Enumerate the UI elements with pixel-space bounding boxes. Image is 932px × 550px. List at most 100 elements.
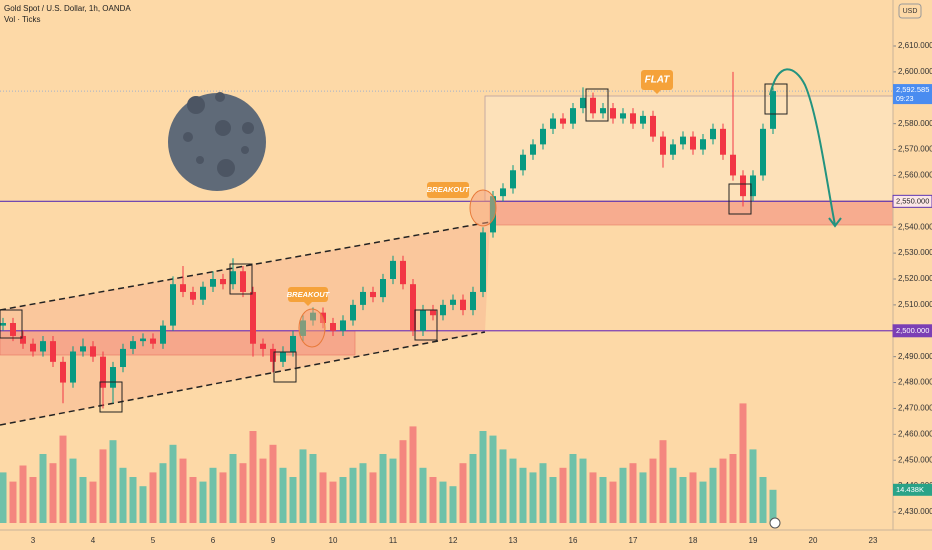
candle-body bbox=[570, 108, 576, 124]
volume-bar bbox=[89, 481, 97, 523]
volume-bar bbox=[739, 403, 747, 523]
volume-bar bbox=[229, 454, 237, 523]
y-tick-label: 2,450.000 bbox=[898, 455, 932, 464]
channel-fill bbox=[0, 222, 490, 425]
candle-body bbox=[580, 97, 586, 109]
last-price-tag bbox=[893, 84, 932, 105]
candle-body bbox=[610, 108, 616, 119]
volume-bar bbox=[649, 458, 657, 523]
candle-body bbox=[680, 136, 686, 145]
volume-bar bbox=[329, 481, 337, 523]
candle-body bbox=[690, 136, 696, 150]
candle-body bbox=[700, 139, 706, 150]
candle-body bbox=[160, 325, 166, 344]
volume-bar bbox=[339, 477, 347, 523]
symbol-title: Gold Spot / U.S. Dollar, 1h, OANDA bbox=[4, 4, 131, 13]
volume-bar bbox=[619, 467, 627, 523]
volume-bar bbox=[119, 467, 127, 523]
y-tick-label: 2,600.000 bbox=[898, 67, 932, 76]
volume-bar bbox=[729, 454, 737, 523]
candle-body bbox=[50, 341, 56, 362]
level-tag-label: 2,500.000 bbox=[896, 326, 929, 335]
last-price-label: 2,592.585 bbox=[896, 85, 929, 94]
volume-bar bbox=[309, 454, 317, 523]
volume-bar bbox=[289, 477, 297, 523]
y-tick-label: 2,540.000 bbox=[898, 222, 932, 231]
y-tick-label: 2,520.000 bbox=[898, 274, 932, 283]
x-tick-label: 16 bbox=[569, 536, 578, 545]
candle-body bbox=[90, 346, 96, 357]
candle-body bbox=[530, 144, 536, 155]
channel-upper bbox=[0, 221, 491, 311]
level-tag bbox=[892, 194, 932, 208]
candle-body bbox=[120, 348, 126, 368]
volume-bar bbox=[129, 477, 137, 523]
replay-icon[interactable] bbox=[769, 517, 781, 529]
candle-body bbox=[550, 118, 556, 129]
x-tick-label: 17 bbox=[629, 536, 638, 545]
x-tick-label: 23 bbox=[869, 536, 878, 545]
volume-bar bbox=[159, 463, 167, 523]
volume-bar bbox=[139, 486, 147, 523]
volume-bar bbox=[189, 477, 197, 523]
x-tick-label: 6 bbox=[211, 536, 216, 545]
volume-bar bbox=[469, 454, 477, 523]
y-tick-label: 2,430.000 bbox=[898, 507, 932, 516]
candle-body bbox=[770, 91, 776, 129]
volume-bar bbox=[439, 481, 447, 523]
breakout-label: BREAKOUT bbox=[287, 290, 331, 299]
candle-body bbox=[270, 348, 276, 362]
currency-button[interactable] bbox=[898, 3, 922, 19]
volume-bar bbox=[419, 467, 427, 523]
volume-bar bbox=[29, 477, 37, 523]
volume-bar bbox=[199, 481, 207, 523]
candle-body bbox=[540, 128, 546, 145]
candle-body bbox=[290, 335, 296, 352]
markers bbox=[0, 83, 788, 413]
volume-bar bbox=[409, 426, 417, 523]
plot bbox=[0, 71, 893, 523]
candle-body bbox=[590, 97, 596, 114]
candle-body bbox=[500, 188, 506, 197]
candle-body bbox=[760, 128, 766, 176]
candle-body bbox=[480, 232, 486, 292]
volume-bar bbox=[259, 458, 267, 523]
y-tick-label: 2,530.000 bbox=[898, 248, 932, 257]
level-tag-label: 2,550.000 bbox=[896, 196, 929, 205]
volume-bar bbox=[509, 458, 517, 523]
currency[interactable]: USD bbox=[903, 8, 918, 15]
candle-body bbox=[180, 284, 186, 292]
volume-bar bbox=[79, 477, 87, 523]
candle-body bbox=[710, 128, 716, 140]
y-tick-label: 2,560.000 bbox=[898, 171, 932, 180]
candle-body bbox=[670, 144, 676, 155]
candle-body bbox=[740, 175, 746, 197]
volume-bar bbox=[719, 458, 727, 523]
x-tick-label: 19 bbox=[749, 536, 758, 545]
volume-bar bbox=[69, 458, 77, 523]
volume-bar bbox=[499, 449, 507, 523]
candle-body bbox=[220, 279, 226, 285]
candle-body bbox=[250, 291, 256, 344]
volume-bar bbox=[429, 477, 437, 523]
candle-body bbox=[150, 338, 156, 344]
volume-bar bbox=[679, 477, 687, 523]
volume-bar bbox=[179, 458, 187, 523]
label-pointer bbox=[304, 302, 312, 306]
volume-bar bbox=[209, 467, 217, 523]
candle-body bbox=[450, 299, 456, 305]
candle-body bbox=[190, 291, 196, 300]
volume-bar bbox=[769, 489, 777, 523]
label-box bbox=[427, 182, 469, 198]
candle-body bbox=[410, 284, 416, 331]
volume-bar bbox=[449, 486, 457, 523]
volume-bar bbox=[99, 449, 107, 523]
breakout-circle bbox=[469, 189, 497, 227]
last-volume-label: 14.438K bbox=[896, 485, 924, 494]
volume-bar bbox=[9, 481, 17, 523]
candle-body bbox=[260, 343, 266, 349]
volume-bar bbox=[49, 463, 57, 523]
volume-bar bbox=[759, 477, 767, 523]
candle-body bbox=[330, 323, 336, 331]
